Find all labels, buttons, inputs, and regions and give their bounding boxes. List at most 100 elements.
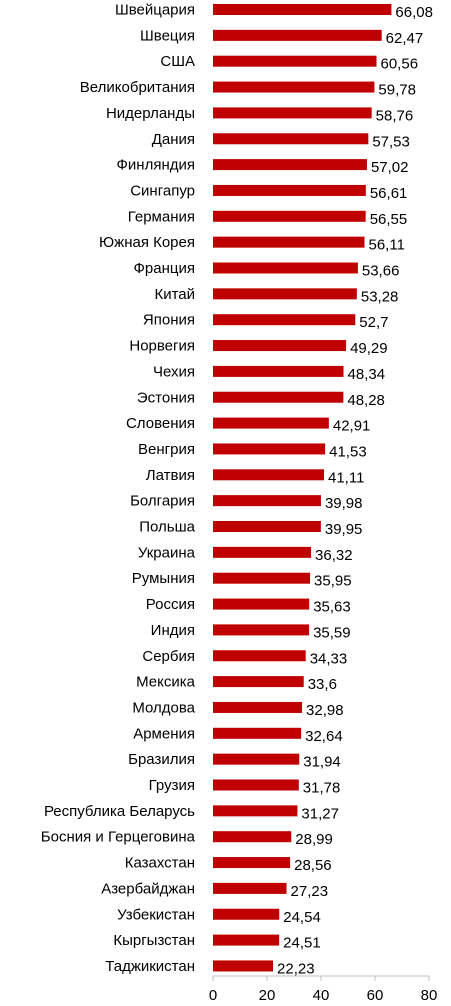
data-label: 28,99 — [295, 831, 333, 848]
data-label: 31,27 — [301, 805, 339, 822]
data-label: 49,29 — [350, 340, 388, 357]
data-label: 35,63 — [313, 599, 351, 616]
bars-group — [213, 4, 392, 972]
data-label: 34,33 — [310, 650, 348, 667]
category-label: Эстония — [137, 389, 195, 406]
bar — [213, 288, 357, 300]
bar — [213, 391, 344, 403]
category-label: Молдова — [132, 699, 195, 716]
bar — [213, 831, 292, 843]
category-label: Финляндия — [117, 157, 195, 174]
data-label: 41,11 — [328, 469, 364, 486]
bar — [213, 805, 298, 817]
category-label: Германия — [128, 208, 195, 225]
data-label: 32,64 — [305, 728, 343, 745]
category-label: Мексика — [136, 674, 196, 691]
bar — [213, 184, 366, 196]
data-label: 56,61 — [370, 185, 408, 202]
category-label: Дания — [152, 131, 195, 148]
data-label: 53,66 — [362, 263, 400, 280]
data-label: 27,23 — [291, 883, 329, 900]
data-label: 32,98 — [306, 702, 344, 719]
data-label: 35,95 — [314, 573, 352, 590]
bar — [213, 882, 287, 894]
category-label: Армения — [133, 725, 195, 742]
bar — [213, 495, 321, 507]
category-label: Болгария — [130, 493, 195, 510]
data-label: 31,94 — [303, 754, 341, 771]
bar — [213, 107, 372, 119]
data-label: 66,08 — [395, 4, 433, 21]
bar — [213, 546, 312, 558]
data-label: 52,7 — [359, 314, 388, 331]
category-label: Грузия — [149, 777, 195, 794]
bar — [213, 417, 329, 429]
bar — [213, 624, 310, 636]
bar — [213, 210, 366, 222]
category-label: Кыргызстан — [113, 932, 195, 949]
category-label: Узбекистан — [117, 906, 195, 923]
bar — [213, 4, 392, 15]
category-label: Украина — [138, 544, 196, 561]
data-label: 53,28 — [361, 288, 399, 305]
bar — [213, 650, 306, 662]
category-labels-group: Швейцария Швеция США Великобритания Нидерлан… — [41, 2, 196, 975]
bar — [213, 314, 356, 326]
category-label: США — [160, 53, 195, 70]
value-axis-ticks-group: 0 20 40 60 80 — [209, 976, 438, 1004]
bar — [213, 340, 347, 352]
category-label: Россия — [146, 596, 195, 613]
bar — [213, 29, 382, 41]
data-label: 58,76 — [376, 107, 414, 124]
bar — [213, 701, 303, 713]
tick-label: 60 — [367, 987, 384, 1004]
category-label: Республика Беларусь — [44, 803, 195, 820]
tick-label: 80 — [421, 987, 438, 1004]
bar — [213, 598, 310, 610]
data-label: 57,53 — [372, 133, 410, 150]
category-label: Венгрия — [138, 441, 195, 458]
data-label: 24,51 — [283, 935, 321, 952]
category-label: Сербия — [142, 648, 195, 665]
category-label: Словения — [126, 415, 195, 432]
category-label: Польша — [139, 519, 195, 536]
bar — [213, 81, 375, 93]
bar — [213, 727, 302, 739]
data-label: 33,6 — [308, 676, 337, 693]
data-label: 36,32 — [315, 547, 353, 564]
category-label: Япония — [143, 312, 195, 329]
category-label: Азербайджан — [101, 880, 195, 897]
data-label: 60,56 — [381, 56, 419, 73]
data-label: 31,78 — [303, 780, 341, 797]
data-label: 62,47 — [386, 30, 424, 47]
bar — [213, 236, 365, 248]
category-label: Босния и Герцеговина — [41, 829, 196, 846]
category-label: Китай — [154, 286, 195, 303]
category-label: Таджикистан — [105, 958, 195, 975]
category-label: Чехия — [153, 363, 195, 380]
category-label: Румыния — [132, 570, 195, 587]
data-label: 57,02 — [371, 159, 409, 176]
bar — [213, 521, 321, 532]
bar — [213, 676, 304, 688]
category-label: Сингапур — [130, 182, 195, 199]
data-label: 48,28 — [347, 392, 385, 409]
category-label: Швейцария — [115, 2, 195, 19]
category-label: Швеция — [140, 27, 195, 44]
bar — [213, 469, 324, 481]
category-label: Великобритания — [80, 79, 195, 96]
data-label: 35,59 — [313, 624, 351, 641]
data-label: 48,34 — [348, 366, 386, 383]
data-label: 41,53 — [329, 443, 367, 460]
data-label: 28,56 — [294, 857, 332, 874]
bar — [213, 908, 280, 920]
bar — [213, 857, 291, 869]
data-labels-group: 66,08 62,47 60,56 59,78 58,76 57,53 57,02 56,61… — [277, 4, 433, 977]
data-label: 39,95 — [325, 521, 363, 538]
data-label: 24,54 — [283, 909, 321, 926]
bar — [213, 572, 311, 584]
tick-label: 0 — [209, 987, 217, 1004]
data-label: 59,78 — [378, 82, 416, 99]
category-label: Франция — [134, 260, 195, 277]
